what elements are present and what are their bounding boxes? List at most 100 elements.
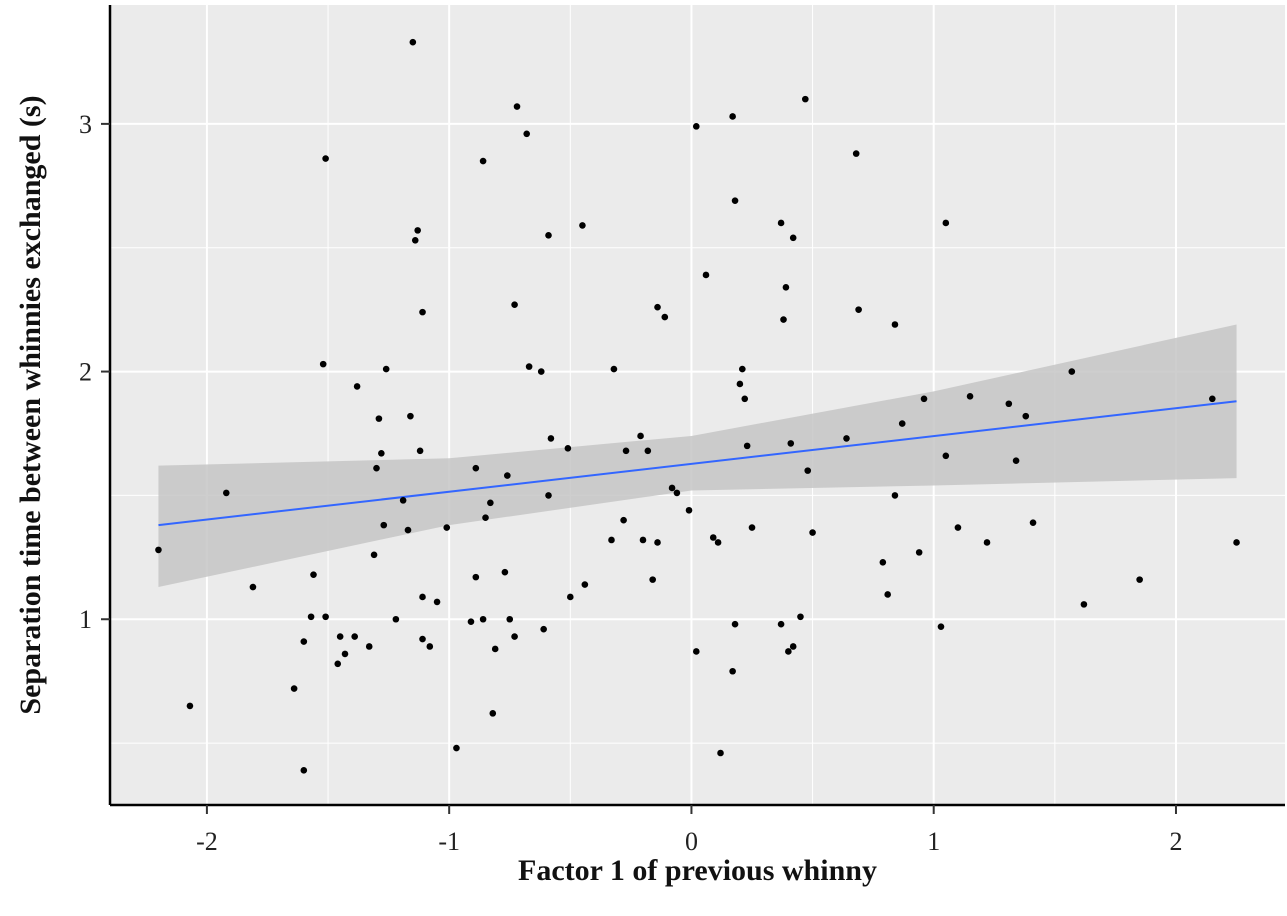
data-point bbox=[1080, 601, 1088, 608]
data-point bbox=[1136, 576, 1143, 583]
data-point bbox=[222, 489, 230, 497]
data-point bbox=[673, 489, 681, 497]
data-point bbox=[513, 103, 521, 110]
data-point bbox=[373, 464, 380, 472]
data-point bbox=[692, 123, 700, 130]
data-point bbox=[399, 497, 407, 504]
data-point bbox=[920, 395, 928, 403]
data-point bbox=[898, 420, 906, 427]
x-tick-label: 1 bbox=[927, 827, 940, 856]
data-point bbox=[729, 113, 736, 120]
data-point bbox=[1005, 400, 1013, 408]
data-point bbox=[780, 316, 787, 323]
data-point bbox=[380, 521, 388, 529]
data-point bbox=[692, 648, 700, 655]
data-point bbox=[797, 613, 804, 621]
data-point bbox=[731, 197, 739, 204]
data-point bbox=[685, 506, 693, 514]
data-point bbox=[743, 442, 751, 450]
data-point bbox=[419, 593, 426, 601]
data-point bbox=[937, 623, 945, 630]
data-points bbox=[155, 38, 1240, 774]
data-point bbox=[1233, 539, 1240, 546]
x-tick-label: 2 bbox=[1169, 827, 1182, 856]
data-point bbox=[489, 710, 497, 717]
data-point bbox=[782, 284, 790, 291]
data-point bbox=[525, 363, 533, 370]
x-tick-label: 0 bbox=[685, 827, 698, 856]
data-point bbox=[717, 749, 724, 757]
data-point bbox=[966, 393, 974, 400]
data-point bbox=[307, 613, 315, 621]
data-point bbox=[639, 536, 647, 544]
trend-line bbox=[158, 400, 1237, 527]
data-point bbox=[804, 467, 812, 474]
data-point bbox=[419, 308, 426, 316]
data-point bbox=[479, 157, 487, 165]
data-point bbox=[610, 365, 618, 373]
data-point bbox=[443, 524, 451, 531]
data-point bbox=[511, 301, 518, 308]
data-point bbox=[501, 568, 509, 576]
data-point bbox=[547, 435, 555, 442]
data-point bbox=[714, 539, 722, 546]
data-point bbox=[300, 638, 308, 645]
data-point bbox=[482, 514, 489, 521]
data-point bbox=[983, 539, 991, 546]
data-point bbox=[370, 551, 378, 559]
data-point bbox=[411, 236, 419, 244]
data-point bbox=[915, 549, 923, 556]
x-axis-title: Factor 1 of previous whinny bbox=[518, 854, 877, 887]
data-point bbox=[511, 633, 518, 640]
data-point bbox=[1012, 457, 1020, 465]
data-point bbox=[787, 440, 795, 447]
data-point bbox=[777, 219, 785, 227]
data-point bbox=[545, 492, 552, 499]
data-point bbox=[334, 660, 342, 668]
data-point bbox=[392, 615, 400, 623]
data-point bbox=[382, 365, 390, 373]
data-point bbox=[453, 744, 460, 752]
y-tick-label: 3 bbox=[79, 110, 92, 139]
data-point bbox=[290, 685, 298, 692]
data-point bbox=[579, 222, 586, 229]
data-point bbox=[620, 516, 627, 524]
data-point bbox=[843, 435, 850, 442]
data-point bbox=[654, 539, 661, 546]
data-point bbox=[1029, 519, 1037, 526]
data-point bbox=[472, 573, 480, 581]
data-point bbox=[581, 581, 589, 588]
data-point bbox=[777, 620, 785, 628]
data-point bbox=[954, 524, 962, 531]
data-point bbox=[729, 667, 736, 675]
data-point bbox=[564, 445, 572, 452]
data-point bbox=[736, 380, 744, 388]
data-point bbox=[942, 452, 950, 460]
data-point bbox=[491, 645, 499, 653]
data-point bbox=[1068, 368, 1076, 375]
data-point bbox=[739, 365, 746, 373]
data-point bbox=[504, 472, 511, 479]
data-point bbox=[319, 360, 327, 368]
data-point bbox=[186, 702, 194, 710]
data-point bbox=[300, 767, 308, 774]
data-point bbox=[654, 303, 661, 311]
data-point bbox=[545, 232, 552, 239]
data-point bbox=[809, 529, 816, 536]
x-tick-labels: -2 -1 0 1 2 bbox=[196, 827, 1182, 856]
data-point bbox=[567, 593, 574, 601]
data-point bbox=[341, 650, 349, 658]
data-point bbox=[891, 321, 899, 328]
y-tick-labels: 1 2 3 bbox=[79, 110, 92, 634]
data-point bbox=[649, 576, 656, 583]
data-point bbox=[365, 643, 373, 650]
y-axis-title: Separation time between whinnies exchang… bbox=[14, 95, 47, 714]
data-point bbox=[802, 95, 809, 103]
data-point bbox=[637, 432, 644, 440]
data-point bbox=[249, 583, 257, 591]
data-point bbox=[322, 613, 329, 621]
data-point bbox=[375, 415, 383, 422]
data-point bbox=[661, 313, 669, 321]
data-point bbox=[416, 447, 424, 455]
data-point bbox=[353, 383, 361, 390]
